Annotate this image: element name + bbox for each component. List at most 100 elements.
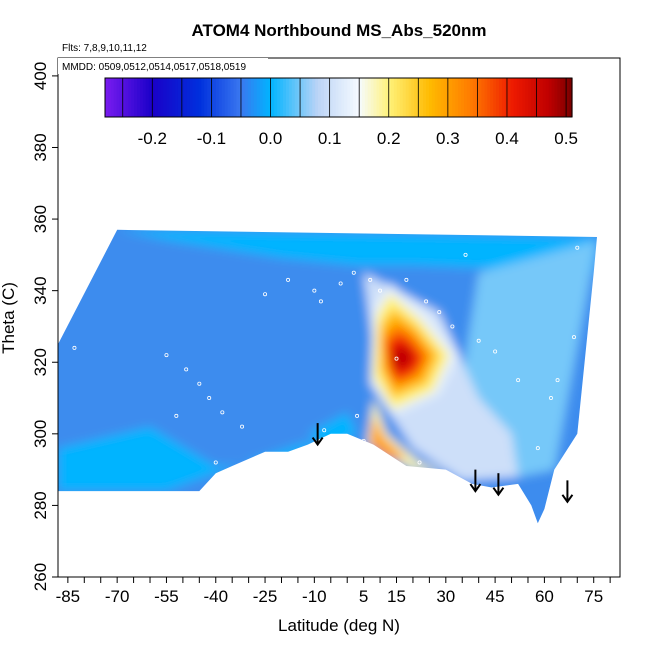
colorbar-cell bbox=[148, 78, 153, 117]
colorbar-cell bbox=[347, 78, 351, 117]
colorbar-cell bbox=[341, 78, 345, 117]
colorbar-cell bbox=[329, 78, 334, 117]
x-tick-label: -70 bbox=[105, 587, 130, 606]
colorbar-cell bbox=[300, 78, 305, 117]
colorbar-cell bbox=[285, 78, 290, 117]
colorbar-cell bbox=[116, 78, 121, 117]
colorbar-cell bbox=[358, 78, 363, 117]
y-tick-label: 320 bbox=[31, 348, 50, 376]
colorbar-cell bbox=[332, 78, 337, 117]
x-tick-label: 30 bbox=[436, 587, 455, 606]
colorbar-cell bbox=[466, 78, 471, 117]
plot-frame bbox=[57, 57, 621, 578]
colorbar-cell bbox=[128, 78, 132, 117]
colorbar-cell bbox=[221, 78, 226, 117]
colorbar-cell bbox=[393, 78, 398, 117]
colorbar-cell bbox=[186, 78, 191, 117]
colorbar-cell bbox=[519, 78, 523, 117]
x-axis: -85 -70 -55 -40 -25 -10 5 15 30 45 60 75 bbox=[56, 577, 611, 606]
x-tick-label: 15 bbox=[387, 587, 406, 606]
x-tick-label: 60 bbox=[535, 587, 554, 606]
y-tick-label: 260 bbox=[31, 563, 50, 591]
colorbar-cell bbox=[405, 78, 410, 117]
colorbar-cell bbox=[417, 78, 421, 117]
sample-point bbox=[424, 299, 429, 304]
y-axis-label: Theta (C) bbox=[0, 282, 18, 354]
colorbar-cell bbox=[490, 78, 494, 117]
x-tick-label: -40 bbox=[203, 587, 228, 606]
arrow-marker bbox=[469, 469, 482, 493]
colorbar-cell bbox=[426, 78, 430, 117]
y-tick-label: 280 bbox=[31, 491, 50, 519]
colorbar-cell bbox=[469, 78, 474, 117]
colorbar-cell bbox=[388, 78, 392, 117]
colorbar-cell bbox=[566, 78, 570, 117]
colorbar-cell bbox=[177, 78, 182, 117]
colorbar-cell bbox=[212, 78, 217, 117]
colorbar-cell bbox=[271, 78, 275, 117]
sample-point bbox=[404, 277, 409, 282]
colorbar-cell bbox=[253, 78, 258, 117]
colorbar-cell bbox=[175, 78, 179, 117]
colorbar-cell bbox=[396, 78, 401, 117]
colorbar-cell bbox=[134, 78, 138, 117]
colorbar-cell bbox=[236, 78, 240, 117]
colorbar-cell bbox=[501, 78, 506, 117]
sample-point bbox=[240, 424, 245, 429]
colorbar-cell bbox=[493, 78, 497, 117]
y-tick-label: 400 bbox=[31, 62, 50, 90]
sample-point bbox=[174, 413, 179, 418]
colorbar-cell bbox=[125, 78, 129, 117]
colorbar-cell bbox=[440, 78, 445, 117]
sample-point bbox=[417, 460, 422, 465]
colorbar-cell bbox=[385, 78, 389, 117]
sample-point bbox=[263, 292, 268, 297]
sample-point bbox=[322, 428, 327, 433]
colorbar-cell bbox=[402, 78, 407, 117]
colorbar-cell bbox=[449, 78, 453, 117]
sample-point bbox=[312, 288, 317, 293]
colorbar-cell bbox=[382, 78, 386, 117]
colorbar-cell bbox=[344, 78, 348, 117]
x-tick-label: 5 bbox=[359, 587, 368, 606]
colorbar-cell bbox=[122, 78, 127, 117]
colorbar-cell bbox=[154, 78, 159, 117]
y-tick-label: 340 bbox=[31, 276, 50, 304]
sample-point bbox=[361, 438, 366, 443]
sample-point bbox=[368, 277, 373, 282]
colorbar-cell bbox=[183, 78, 188, 117]
colorbar-cell bbox=[105, 78, 109, 117]
sample-point bbox=[555, 378, 560, 383]
colorbar-cell bbox=[522, 78, 526, 117]
colorbar-cell bbox=[140, 78, 144, 117]
y-axis: 260 280 300 320 340 360 380 400 bbox=[31, 62, 58, 591]
colorbar-cell bbox=[227, 78, 232, 117]
colorbar-cell bbox=[274, 78, 278, 117]
colorbar-cell bbox=[326, 78, 331, 117]
colorbar-cell bbox=[160, 78, 164, 117]
sample-point bbox=[476, 338, 481, 343]
colorbar-cell bbox=[431, 78, 436, 117]
colorbar-cell bbox=[291, 78, 296, 117]
colorbar-cell bbox=[218, 78, 223, 117]
colorbar-cell bbox=[560, 78, 564, 117]
colorbar-cell bbox=[338, 78, 343, 117]
colorbar-cell bbox=[411, 78, 415, 117]
colorbar-cell bbox=[513, 78, 518, 117]
x-tick-label: -25 bbox=[253, 587, 278, 606]
colorbar-cell bbox=[478, 78, 483, 117]
colorbar-cell bbox=[554, 78, 559, 117]
colorbar-cell bbox=[280, 78, 284, 117]
dates-label: MMDD: 0509,0512,0514,0517,0518,0519 bbox=[62, 62, 246, 73]
sample-point bbox=[384, 456, 389, 461]
colorbar-cell bbox=[472, 78, 477, 117]
colorbar-cell bbox=[294, 78, 299, 117]
colorbar-cell bbox=[367, 78, 372, 117]
colorbar-cell bbox=[428, 78, 433, 117]
colorbar-cell bbox=[113, 78, 118, 117]
colorbar-cell bbox=[525, 78, 529, 117]
colorbar-cell bbox=[373, 78, 378, 117]
colorbar-cell bbox=[198, 78, 202, 117]
colorbar-cell bbox=[265, 78, 270, 117]
y-tick-label: 300 bbox=[31, 420, 50, 448]
